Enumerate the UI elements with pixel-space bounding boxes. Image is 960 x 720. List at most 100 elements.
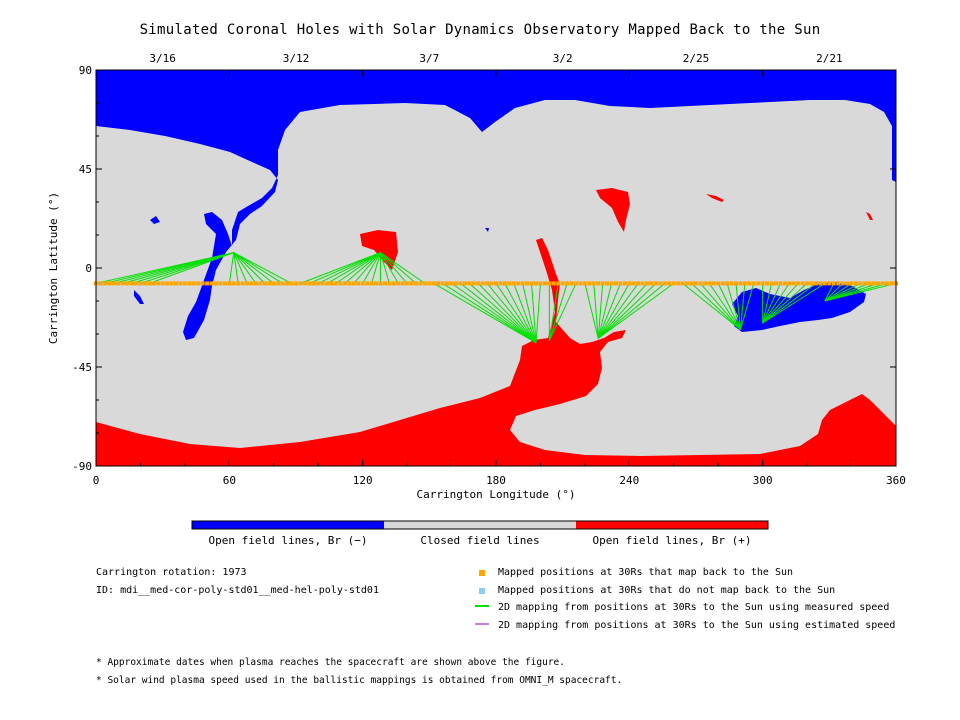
mapped-point <box>556 281 561 286</box>
north-polar-coronal-hole <box>96 70 896 340</box>
mapping-line <box>451 282 537 344</box>
mapping-line <box>344 252 381 284</box>
mapping-line <box>762 282 817 324</box>
y-tick-label: -45 <box>72 361 92 374</box>
mapped-point <box>436 281 441 286</box>
mapped-point <box>760 281 765 286</box>
mapping-line <box>486 283 537 344</box>
mapping-line <box>762 283 808 324</box>
legend-label-mapped-back: Mapped positions at 30Rs that map back t… <box>498 567 794 578</box>
mapped-point <box>614 281 618 286</box>
mapped-point <box>347 281 352 286</box>
y-tick-label: -90 <box>72 460 92 473</box>
positive-hole-lon-283 <box>706 194 724 202</box>
axes-group: 0 60 120 180 240 300 360 90 45 0 -45 -90 Carrington … <box>47 52 906 501</box>
mapping-line <box>824 283 835 302</box>
mapping-line <box>691 283 741 330</box>
mapped-point <box>814 281 818 286</box>
mapping-line <box>597 283 630 339</box>
mapped-point <box>418 281 423 286</box>
mapped-point <box>498 281 503 286</box>
mapped-point <box>414 281 418 286</box>
mapping-line <box>469 283 537 344</box>
mapped-point <box>280 281 285 286</box>
mapping-line <box>233 252 292 284</box>
mapped-point <box>502 281 507 286</box>
mapping-line <box>762 283 799 324</box>
mapping-line <box>824 282 861 302</box>
mapping-line <box>149 252 234 284</box>
mapped-point <box>574 281 578 286</box>
mapped-point <box>422 281 427 286</box>
legend-swatch-mapped-back <box>479 570 485 576</box>
mapped-point <box>405 281 410 286</box>
mapped-point <box>138 281 143 286</box>
date-tick-label: 3/12 <box>283 52 310 65</box>
legend-swatch-not-mapped <box>479 588 485 594</box>
mapped-point <box>747 281 752 286</box>
positive-hole-lon-240 <box>596 188 630 232</box>
mapped-point <box>205 281 210 286</box>
mapped-point <box>302 281 307 286</box>
mapped-point <box>440 281 445 286</box>
mapped-point <box>751 281 756 286</box>
legend-label-not-mapped: Mapped positions at 30Rs that do not map… <box>498 585 836 596</box>
mapped-point <box>369 281 374 286</box>
mapped-point <box>476 281 481 286</box>
mapping-line <box>597 283 639 339</box>
mapped-point <box>169 281 174 286</box>
mapped-point <box>885 281 890 286</box>
mapping-line <box>513 283 537 343</box>
mapped-point <box>596 281 601 286</box>
mapped-point <box>320 281 325 286</box>
mapped-point <box>227 281 232 286</box>
x-tick-label: 300 <box>753 474 773 487</box>
mapped-point <box>645 281 650 286</box>
mapped-point <box>374 281 378 286</box>
mapped-point <box>334 281 338 286</box>
mapped-point <box>809 281 814 286</box>
mapped-point <box>671 281 676 286</box>
mapping-line <box>597 283 657 339</box>
mapped-point <box>711 281 716 286</box>
mapped-point <box>871 281 876 286</box>
mapped-point <box>534 281 538 286</box>
mapped-point <box>316 281 321 286</box>
legend-label-measured-speed: 2D mapping from positions at 30Rs to the… <box>498 602 890 613</box>
colorbar-negative <box>192 521 384 529</box>
mapped-point <box>618 281 623 286</box>
mapping-line <box>233 252 275 284</box>
mapped-point <box>396 281 401 286</box>
mapped-point <box>627 281 632 286</box>
mapped-point <box>445 281 450 286</box>
mapped-point <box>765 281 770 286</box>
mapped-point <box>507 281 512 286</box>
mapping-line <box>597 283 666 339</box>
mapped-point <box>582 281 587 286</box>
colorbar-frame <box>191 520 769 530</box>
mapped-point <box>707 281 712 286</box>
mapped-point <box>218 281 223 286</box>
colorbar-label-negative: Open field lines, Br (−) <box>208 534 368 547</box>
mapped-point <box>845 281 850 286</box>
mapped-point <box>431 281 436 286</box>
mapped-point <box>849 281 854 286</box>
mapped-point <box>120 281 125 286</box>
mapped-point <box>311 281 316 286</box>
mapping-line <box>762 283 781 324</box>
mapped-point <box>662 281 667 286</box>
mapped-point <box>147 281 152 286</box>
mapped-point <box>165 281 170 286</box>
mapping-line <box>504 283 537 344</box>
mapped-point <box>560 281 565 286</box>
mapped-point <box>214 281 218 286</box>
mapping-line <box>597 283 621 339</box>
mapping-line <box>460 283 537 344</box>
date-tick-label: 3/7 <box>419 52 439 65</box>
mapped-point <box>631 281 636 286</box>
mapped-point <box>107 281 112 286</box>
colorbar-label-closed: Closed field lines <box>420 534 540 547</box>
mapping-line <box>380 252 417 284</box>
mapped-point <box>262 281 267 286</box>
